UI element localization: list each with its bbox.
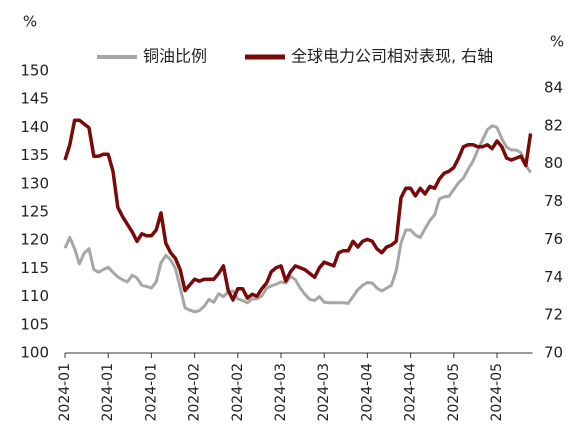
y2-tick-label: 74 (544, 268, 563, 286)
y2-tick-label: 72 (544, 306, 563, 324)
x-tick-label: 2024-03 (273, 363, 289, 422)
x-tick-label: 2024-04 (403, 363, 419, 422)
x-tick-label: 2024-02 (230, 363, 246, 422)
y-tick-label: 110 (20, 287, 49, 305)
x-tick-label: 2024-01 (100, 363, 116, 422)
y-tick-label: 140 (20, 118, 49, 136)
y-unit-label: % (23, 13, 37, 31)
y-tick-label: 120 (20, 231, 49, 249)
y2-tick-label: 70 (544, 344, 563, 362)
x-tick-label: 2024-05 (446, 363, 462, 422)
x-tick-label: 2024-01 (57, 363, 73, 422)
legend-label: 全球电力公司相对表现, 右轴 (291, 47, 493, 66)
x-tick-label: 2024-01 (143, 363, 159, 422)
series-line (63, 124, 532, 314)
y-tick-label: 125 (20, 203, 49, 221)
y2-tick-label: 84 (544, 79, 563, 97)
y2-tick-label: 76 (544, 230, 563, 248)
legend-label: 铜油比例 (143, 47, 207, 66)
x-tick-label: 2024-04 (359, 363, 375, 422)
y2-unit-label: % (550, 33, 564, 51)
series-line (63, 118, 533, 302)
y-tick-label: 115 (20, 259, 49, 277)
y2-tick-label: 80 (544, 154, 563, 172)
y-tick-label: 145 (20, 90, 49, 108)
x-tick-label: 2024-03 (316, 363, 332, 422)
y-tick-label: 130 (20, 174, 49, 192)
y-tick-label: 150 (20, 62, 49, 80)
x-tick-label: 2024-02 (187, 363, 203, 422)
y2-tick-label: 78 (544, 192, 563, 210)
y-tick-label: 100 (20, 344, 49, 362)
y-tick-label: 105 (20, 315, 49, 333)
y2-tick-label: 82 (544, 116, 563, 134)
y-tick-label: 135 (20, 146, 49, 164)
x-tick-label: 2024-05 (489, 363, 505, 422)
